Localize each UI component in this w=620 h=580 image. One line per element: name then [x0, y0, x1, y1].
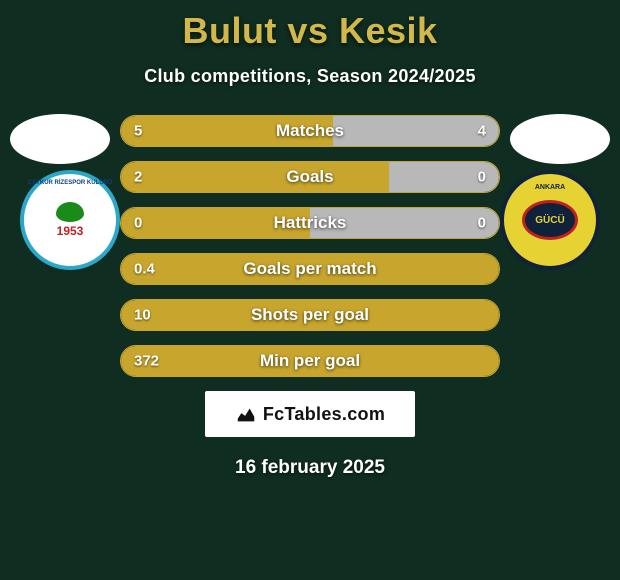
stat-value-left: 10	[134, 307, 151, 324]
brand-text: FcTables.com	[263, 404, 385, 425]
stat-row: Hattricks 0 0	[120, 207, 500, 239]
stat-row: Goals per match 0.4	[120, 253, 500, 285]
stat-row: Min per goal 372	[120, 345, 500, 377]
comparison-chart: Matches 5 4 Goals 2 0 Hattricks 0 0 Goals per mat…	[0, 115, 620, 377]
stat-row: Matches 5 4	[120, 115, 500, 147]
stat-value-right: 0	[478, 169, 486, 186]
page-title: Bulut vs Kesik	[0, 0, 620, 52]
bar-left	[121, 162, 389, 192]
stat-value-right: 4	[478, 123, 486, 140]
brand-box: FcTables.com	[205, 391, 415, 437]
stat-label: Shots per goal	[251, 305, 369, 325]
subtitle: Club competitions, Season 2024/2025	[0, 66, 620, 87]
stat-label: Min per goal	[260, 351, 360, 371]
stat-value-left: 2	[134, 169, 142, 186]
stat-label: Goals per match	[243, 259, 376, 279]
stat-value-left: 5	[134, 123, 142, 140]
stat-value-right: 0	[478, 215, 486, 232]
bar-right	[333, 116, 499, 146]
stat-value-left: 372	[134, 353, 159, 370]
stat-row: Goals 2 0	[120, 161, 500, 193]
stat-label: Hattricks	[274, 213, 347, 233]
stat-value-left: 0	[134, 215, 142, 232]
stat-value-left: 0.4	[134, 261, 155, 278]
stat-label: Matches	[276, 121, 344, 141]
stat-row: Shots per goal 10	[120, 299, 500, 331]
chart-icon	[235, 403, 257, 425]
date-text: 16 february 2025	[0, 457, 620, 479]
stat-label: Goals	[286, 167, 333, 187]
